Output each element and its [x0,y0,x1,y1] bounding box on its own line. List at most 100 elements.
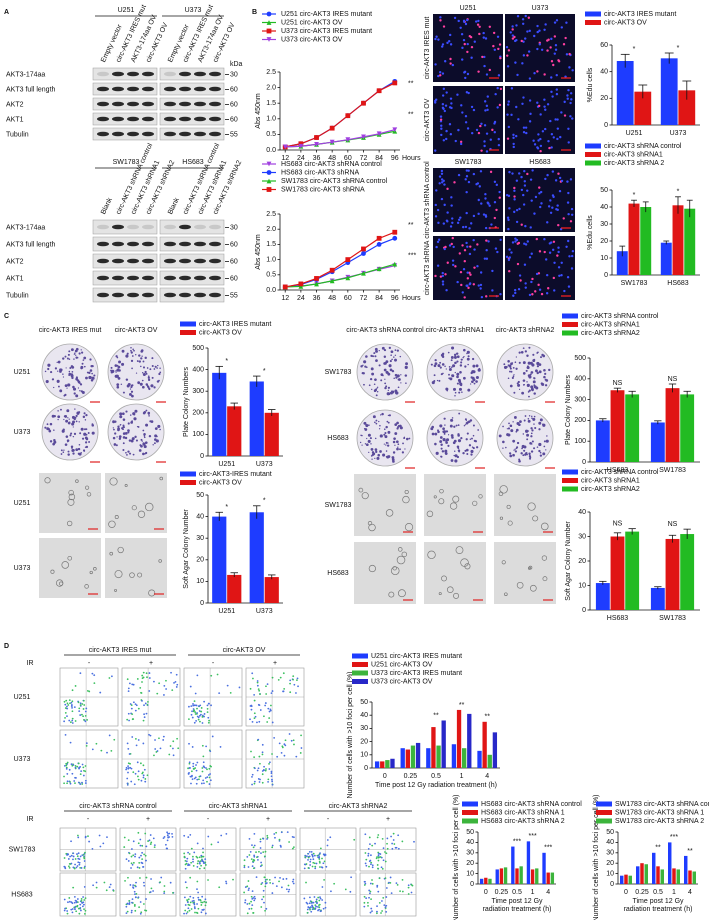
bar [676,869,680,884]
event [132,861,135,864]
band-label: AKT2 [6,101,24,108]
band [142,131,154,137]
nucleus [543,98,546,101]
colony [122,442,125,445]
event [130,707,133,710]
blot-strip [159,82,225,96]
event [138,906,141,909]
event [287,890,290,893]
colony [396,374,400,378]
event [260,883,263,886]
event [186,911,189,913]
legend-label: circ-AKT3 shRNA2 [581,486,640,493]
soft-agar-image [354,474,416,536]
event [80,770,83,773]
colony [536,446,539,448]
colony [141,379,144,382]
nucleus [435,35,438,38]
nucleus [555,88,558,91]
agar-colony [441,575,447,582]
event [79,906,82,909]
agar-colony [506,504,511,509]
agar-colony [439,488,444,494]
event [208,719,210,722]
colony [150,420,154,424]
event [253,899,256,902]
colony [49,440,53,443]
nucleus [569,101,572,105]
event [200,854,203,857]
event [184,860,187,862]
nucleus [552,240,556,243]
event [162,837,165,840]
nucleus [512,133,515,137]
bar [595,583,610,610]
event [74,858,77,860]
legend-label: SW1783 circ-AKT3 shRNA control [281,178,388,185]
event [137,778,140,781]
marker [266,187,272,192]
colony [541,353,544,357]
event [200,864,203,867]
event [137,896,140,899]
nucleus [511,34,515,37]
agar-colony [93,566,97,571]
event [105,889,108,892]
event [146,774,149,777]
event [243,859,246,862]
event [134,737,137,740]
event [66,715,68,718]
colony [122,391,125,394]
event [186,901,189,904]
colony [546,435,548,437]
event [154,748,157,750]
colony [460,361,463,364]
band [164,224,176,230]
event [76,898,79,900]
event [261,751,264,754]
event [253,699,256,702]
nucleus [528,256,532,259]
colony [403,437,406,440]
agar-colony [438,498,445,505]
agar-colony [396,555,406,565]
nucleus [528,77,532,80]
event [139,838,142,841]
significance: * [225,358,228,365]
event [84,765,87,767]
nucleus [485,249,488,252]
x-axis-label: radiation treatment (h) [483,906,552,913]
band [97,224,109,230]
nucleus [449,225,453,228]
bar [595,420,610,462]
colony [85,437,89,441]
event [184,909,187,912]
bar [484,877,488,884]
colony [391,369,395,373]
colony [376,386,379,389]
nucleus [516,262,520,266]
colony [131,367,133,370]
colony [472,424,475,427]
event [165,843,167,846]
agar-colony [67,498,75,506]
event [313,896,316,898]
colony [83,412,86,415]
event [319,847,322,850]
agar-colony [368,564,376,573]
event [312,852,315,855]
agar-colony [452,495,460,503]
event [195,782,198,785]
colony [82,359,85,361]
band [209,86,221,92]
nucleus [439,115,443,118]
colony [538,421,542,425]
bar [249,512,264,603]
nucleus [565,53,569,56]
nucleus [533,143,537,146]
x-tick-label: 0 [383,773,387,780]
y-tick-label: 10 [600,255,608,262]
colony [522,372,526,375]
y-tick-label: 1.0 [266,116,276,123]
nucleus [563,100,566,104]
